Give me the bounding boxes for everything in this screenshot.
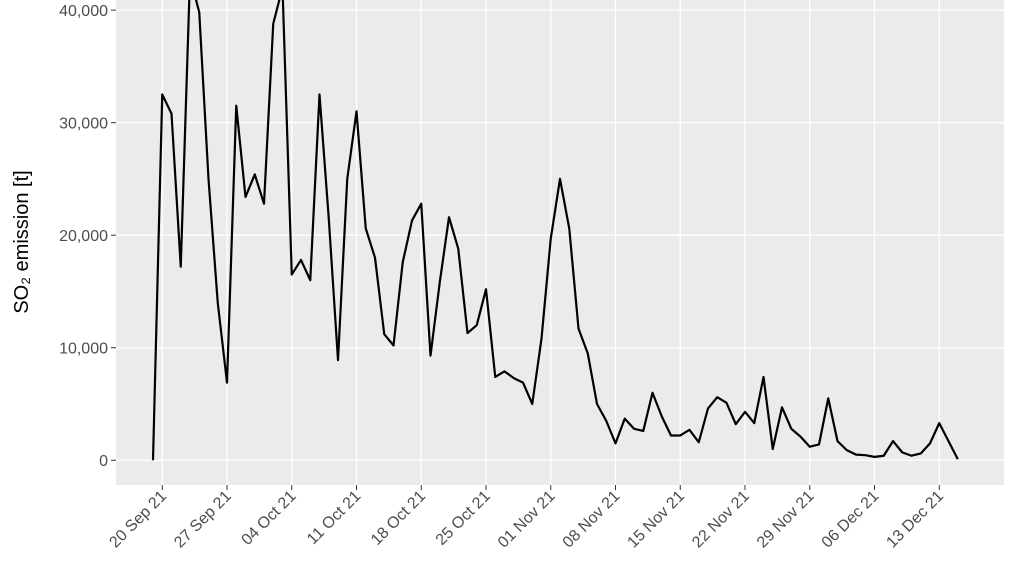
y-tick-label: 40,000 — [59, 3, 108, 20]
plot-area — [151, 0, 959, 461]
x-tick-label: 25 Oct 21 — [433, 488, 494, 549]
x-tick-label: 08 Nov 21 — [560, 488, 624, 552]
y-axis-title: SO₂ emission [t] — [11, 170, 33, 313]
x-tick-label: 29 Nov 21 — [754, 488, 818, 552]
panel — [116, 0, 1004, 485]
y-tick-label: 20,000 — [59, 228, 108, 245]
x-tick-label: 22 Nov 21 — [689, 488, 753, 552]
x-tick-label: 01 Nov 21 — [495, 488, 559, 552]
x-tick-label: 11 Oct 21 — [304, 488, 364, 548]
y-tick-label: 30,000 — [59, 116, 108, 133]
x-tick-label: 18 Oct 21 — [368, 488, 429, 549]
x-tick-label: 20 Sep 21 — [106, 488, 170, 552]
x-tick-label: 27 Sep 21 — [171, 488, 235, 552]
x-tick-label: 13 Dec 21 — [883, 488, 947, 552]
x-tick-label: 06 Dec 21 — [819, 488, 883, 552]
x-tick-label: 15 Nov 21 — [624, 488, 688, 552]
x-tick-label: 04 Oct 21 — [239, 488, 300, 549]
y-tick-label: 10,000 — [59, 341, 108, 358]
series-line — [151, 0, 959, 461]
y-tick-label: 0 — [99, 453, 108, 470]
